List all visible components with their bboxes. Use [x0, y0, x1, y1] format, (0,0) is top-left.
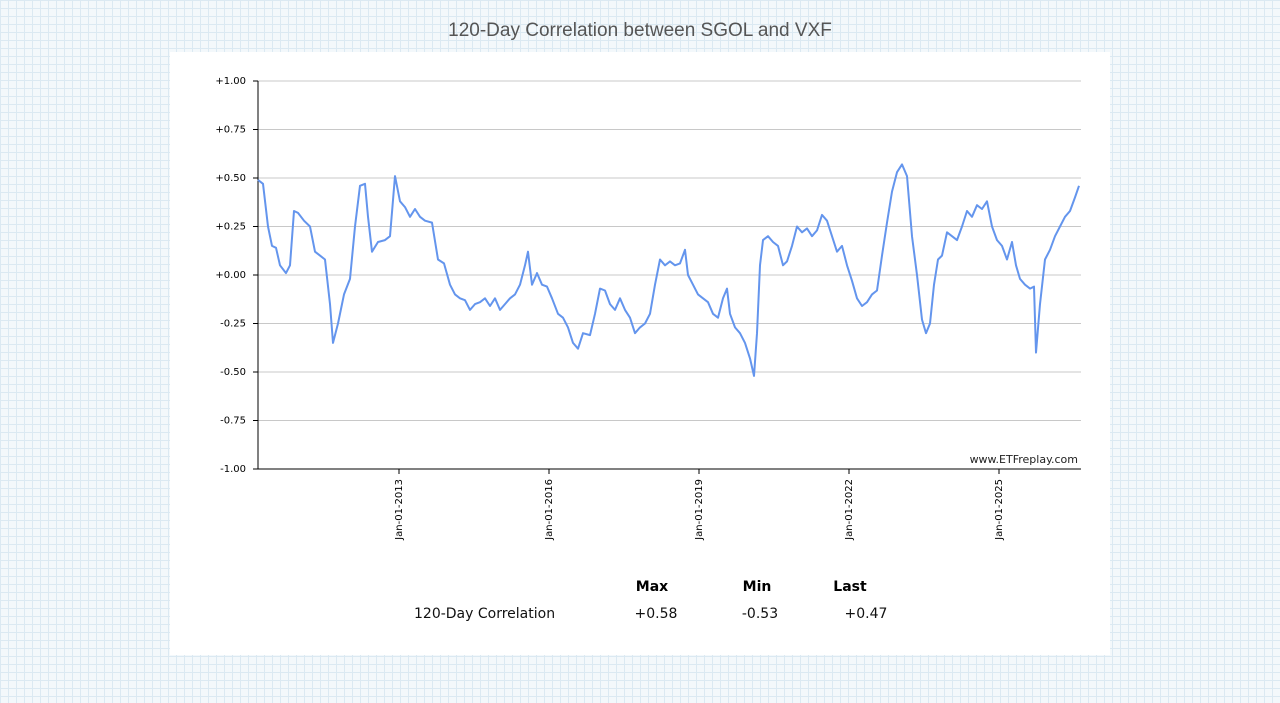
stats-value: -0.53: [742, 606, 778, 622]
chart-title: 120-Day Correlation between SGOL and VXF: [448, 20, 832, 41]
y-tick-label: +0.25: [215, 222, 246, 233]
stats-header: Min: [743, 579, 772, 595]
stats-value: +0.47: [845, 606, 888, 622]
stats-row-label: 120-Day Correlation: [414, 606, 555, 622]
stats-header: Max: [636, 579, 668, 595]
panel: [170, 52, 1110, 655]
stats-value: +0.58: [635, 606, 678, 622]
y-tick-label: +0.75: [215, 125, 246, 136]
x-tick-label: Jan-01-2022: [844, 479, 855, 541]
y-tick-label: +1.00: [215, 76, 246, 87]
series-line: [257, 163, 1080, 377]
x-tick-label: Jan-01-2013: [394, 479, 405, 541]
y-tick-label: -0.50: [220, 367, 246, 378]
stats-header: Last: [833, 579, 867, 595]
watermark: www.ETFreplay.com: [970, 453, 1078, 466]
y-tick-label: -1.00: [220, 464, 246, 475]
y-tick-label: +0.00: [215, 270, 246, 281]
y-tick-label: -0.25: [220, 319, 246, 330]
y-tick-label: +0.50: [215, 173, 246, 184]
x-tick-label: Jan-01-2019: [694, 479, 705, 541]
x-tick-label: Jan-01-2025: [994, 479, 1005, 541]
x-tick-label: Jan-01-2016: [544, 479, 555, 541]
y-tick-label: -0.75: [220, 416, 246, 427]
